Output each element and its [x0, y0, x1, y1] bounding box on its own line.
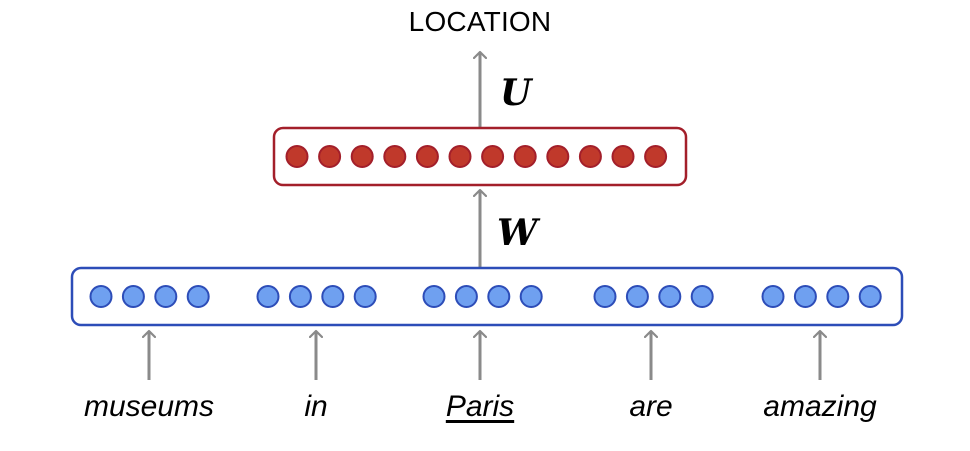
input-unit	[89, 285, 113, 308]
hidden-unit	[448, 145, 472, 168]
input-layer-units	[89, 285, 882, 308]
input-unit	[353, 285, 377, 308]
word-arrows	[149, 331, 820, 380]
hidden-layer-box	[272, 126, 688, 187]
hidden-unit	[513, 145, 537, 168]
input-unit	[690, 285, 714, 308]
input-unit	[454, 285, 478, 308]
input-unit	[288, 285, 312, 308]
word-amazing: amazing	[763, 390, 877, 423]
output-label: LOCATION	[408, 6, 552, 37]
hidden-unit	[415, 145, 439, 168]
hidden-unit	[644, 145, 668, 168]
input-unit	[256, 285, 280, 308]
input-unit	[793, 285, 817, 308]
word-in: in	[304, 390, 328, 423]
input-unit	[154, 285, 178, 308]
input-layer-box	[70, 266, 904, 327]
input-unit	[761, 285, 785, 308]
input-unit	[625, 285, 649, 308]
weight-w-label: W	[497, 212, 538, 254]
input-unit	[186, 285, 210, 308]
input-unit	[593, 285, 617, 308]
hidden-unit	[481, 145, 505, 168]
word-paris: Paris	[445, 390, 515, 423]
hidden-unit	[350, 145, 374, 168]
input-unit	[519, 285, 543, 308]
word-are: are	[629, 390, 673, 423]
input-unit	[321, 285, 345, 308]
hidden-unit	[578, 145, 602, 168]
hidden-unit	[611, 145, 635, 168]
hidden-unit	[383, 145, 407, 168]
weight-u-label: U	[500, 72, 532, 114]
input-unit	[121, 285, 145, 308]
input-unit	[487, 285, 511, 308]
hidden-unit	[318, 145, 342, 168]
word-museums: museums	[83, 390, 215, 423]
input-unit	[658, 285, 682, 308]
input-unit	[858, 285, 882, 308]
hidden-layer-units	[285, 145, 668, 168]
hidden-unit	[285, 145, 309, 168]
input-unit	[826, 285, 850, 308]
input-unit	[422, 285, 446, 308]
hidden-unit	[546, 145, 570, 168]
